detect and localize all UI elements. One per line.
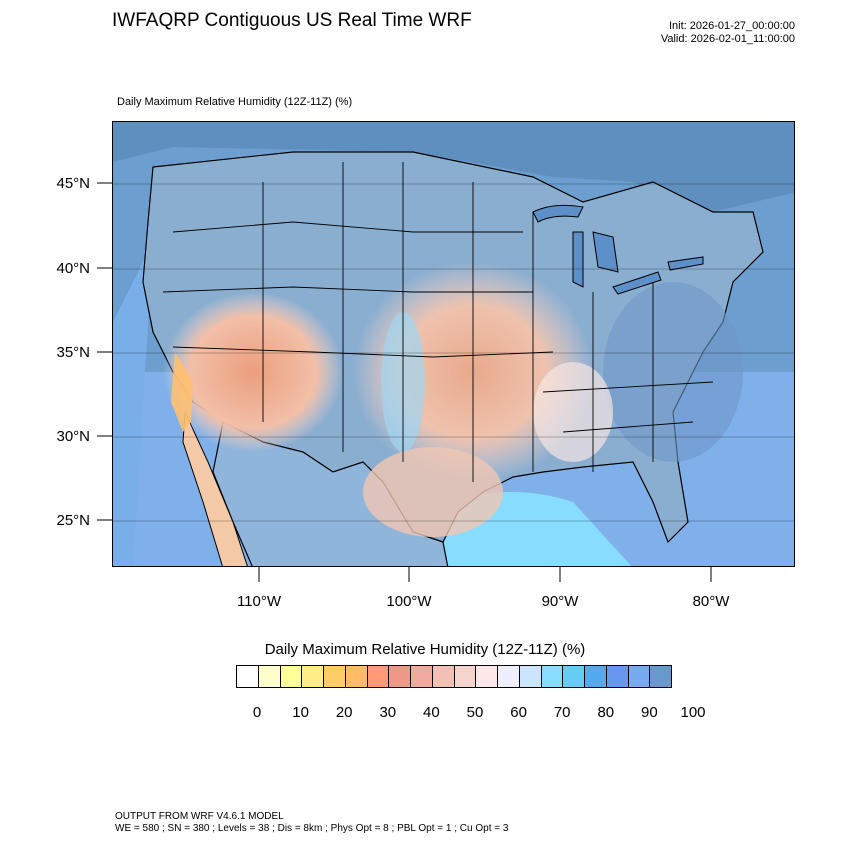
southwest-dry-area — [163, 292, 343, 452]
lon-label-90: 90°W — [542, 593, 580, 610]
east-moist-area — [603, 282, 743, 462]
graticule — [113, 183, 794, 522]
lon-label-100: 100°W — [386, 593, 432, 610]
baja-peninsula — [182, 411, 248, 566]
model-config-line: WE = 580 ; SN = 380 ; Levels = 38 ; Dis … — [115, 823, 509, 834]
lon-label-80: 80°W — [693, 593, 731, 610]
colorbar-tick-label: 100 — [680, 704, 706, 721]
map-panel — [112, 121, 795, 567]
colorbar-box — [345, 666, 368, 687]
lake-superior — [532, 204, 584, 223]
lat-label-30: 30°N — [56, 428, 90, 445]
colorbar-box — [432, 666, 455, 687]
colorbar-box — [258, 666, 281, 687]
colorbar-box — [367, 666, 390, 687]
colorbar-box — [324, 666, 346, 687]
colorbar-box — [411, 666, 433, 687]
colorbar-tick-label: 80 — [597, 704, 615, 721]
lake-erie — [612, 271, 662, 295]
colorbar-box — [606, 666, 629, 687]
pacific-region — [113, 242, 153, 566]
colorbar-tick-label: 60 — [510, 704, 527, 721]
plot-subtitle: Daily Maximum Relative Humidity (12Z-11Z… — [117, 96, 353, 108]
colorbar-tick-label: 20 — [335, 704, 353, 721]
colorbar-box — [498, 666, 520, 687]
model-info-line: OUTPUT FROM WRF V4.6.1 MODEL — [115, 811, 284, 822]
lake-michigan — [572, 231, 584, 288]
colorbar-box — [280, 666, 303, 687]
colorbar-box — [541, 666, 564, 687]
colorbar-tick-label: 40 — [423, 704, 440, 721]
lat-label-35: 35°N — [56, 344, 90, 361]
colorbar-tick-label: 0 — [252, 704, 262, 721]
colorbar-box — [476, 666, 498, 687]
main-title: IWFAQRP Contiguous US Real Time WRF — [112, 10, 472, 31]
lake-huron — [592, 231, 619, 273]
colorbar-box — [454, 666, 477, 687]
init-time-label: Init: 2026-01-27_00:00:00 — [669, 20, 795, 32]
colorbar-tick-label: 10 — [292, 704, 309, 721]
colorbar-box — [302, 666, 324, 687]
colorbar-tick-label: 90 — [641, 704, 658, 721]
canada-region — [113, 122, 794, 212]
colorbar-box — [237, 666, 259, 687]
socal-very-dry — [171, 352, 193, 432]
colorbar-box — [519, 666, 542, 687]
valid-time-label: Valid: 2026-02-01_11:00:00 — [660, 33, 795, 45]
texas-dry-area — [363, 447, 503, 537]
colorbar-tick-label: 30 — [379, 704, 397, 721]
lake-ontario — [667, 256, 704, 271]
map-axes: 45°N 40°N 35°N 30°N 25°N 110°W 100°W 90°… — [56, 175, 731, 610]
colorbar-title: Daily Maximum Relative Humidity (12Z-11Z… — [264, 641, 586, 658]
colorbar-tick-label: 50 — [466, 704, 484, 721]
colorbar — [236, 665, 672, 688]
lat-label-40: 40°N — [56, 260, 90, 277]
colorbar-box — [650, 666, 671, 687]
state-boundaries — [162, 162, 714, 482]
lat-label-25: 25°N — [56, 512, 90, 529]
lon-label-110: 110°W — [237, 593, 282, 610]
colorbar-tick-label: 70 — [553, 704, 571, 721]
colorbar-box — [563, 666, 585, 687]
colorbar-box — [628, 666, 651, 687]
colorbar-box — [585, 666, 607, 687]
colorbar-box — [389, 666, 411, 687]
humidity-map — [113, 122, 794, 566]
lat-label-45: 45°N — [56, 175, 90, 192]
